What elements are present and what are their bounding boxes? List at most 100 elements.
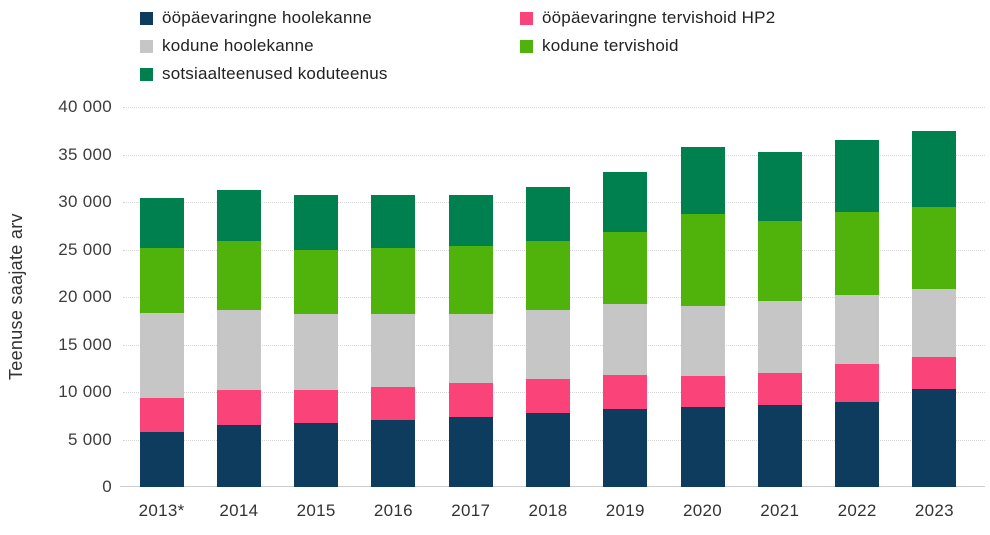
legend-item-oopaevaringne-hoolekanne: ööpäevaringne hoolekanne	[140, 7, 520, 29]
bar-segment	[680, 214, 725, 306]
bar-segment	[526, 412, 570, 487]
bar-2014	[216, 189, 261, 487]
bar-segment	[139, 313, 184, 398]
bar-segment	[371, 419, 416, 487]
bar-segment	[757, 373, 802, 406]
bar-segment	[448, 245, 493, 315]
legend-swatch-gray	[140, 39, 153, 53]
bar-segment	[912, 130, 957, 207]
legend-label: sotsiaalteenused koduteenus	[162, 64, 388, 83]
bar-segment	[603, 232, 648, 304]
bar-segment	[294, 390, 339, 424]
bar-2013	[139, 198, 184, 487]
bar-segment	[603, 303, 648, 375]
bar-segment	[448, 416, 493, 487]
y-tick-label: 40 000	[58, 97, 112, 116]
legend-item-kodune-tervishoid: kodune tervishoid	[520, 35, 775, 57]
x-tick-label: 2017	[451, 501, 491, 520]
bar-segment	[603, 171, 648, 233]
x-tick-label: 2022	[837, 501, 877, 520]
bar-2015	[294, 195, 339, 487]
bar-2016	[371, 195, 416, 487]
bar-segment	[680, 146, 725, 215]
bar-segment	[603, 409, 648, 487]
y-tick-label: 0	[102, 477, 112, 496]
bar-segment	[757, 405, 802, 487]
legend-swatch-pink	[520, 11, 533, 25]
legend-label: ööpäevaringne hoolekanne	[162, 8, 372, 27]
bar-segment	[139, 431, 184, 487]
bar-segment	[526, 310, 570, 379]
y-tick-label: 5 000	[67, 429, 112, 449]
gridline-35000	[123, 154, 985, 156]
bar-segment	[448, 195, 493, 246]
bar-segment	[294, 314, 339, 391]
bar-2020	[680, 146, 725, 487]
bar-segment	[371, 387, 416, 420]
bar-2018	[526, 186, 570, 487]
bar-2017	[448, 195, 493, 487]
legend-item-sotsiaalteenused-koduteenus: sotsiaalteenused koduteenus	[140, 63, 520, 85]
x-tick-label: 2021	[760, 501, 800, 520]
bar-segment	[835, 295, 880, 364]
bar-segment	[216, 240, 261, 311]
bar-segment	[912, 356, 957, 390]
bar-segment	[448, 382, 493, 417]
chart-legend: ööpäevaringne hoolekanne ööpäevaringne t…	[140, 7, 775, 85]
bar-segment	[835, 401, 880, 487]
bar-segment	[294, 423, 339, 487]
bar-segment	[526, 378, 570, 413]
bar-2021	[757, 151, 802, 487]
bar-segment	[216, 310, 261, 391]
bar-segment	[139, 198, 184, 248]
legend-label: kodune hoolekanne	[162, 36, 314, 55]
legend-item-oopaevaringne-tervishoid-hp2: ööpäevaringne tervishoid HP2	[520, 7, 775, 29]
bar-segment	[912, 206, 957, 290]
bar-segment	[371, 247, 416, 315]
legend-item-kodune-hoolekanne: kodune hoolekanne	[140, 35, 520, 57]
bar-segment	[139, 247, 184, 314]
legend-swatch-green	[520, 39, 533, 53]
bar-segment	[835, 363, 880, 402]
bar-segment	[448, 314, 493, 383]
bar-segment	[757, 221, 802, 301]
bar-segment	[835, 212, 880, 296]
y-tick-label: 25 000	[58, 239, 112, 259]
bar-segment	[371, 195, 416, 248]
bar-segment	[139, 397, 184, 432]
y-tick-label: 35 000	[58, 144, 112, 164]
bar-segment	[294, 195, 339, 250]
bar-segment	[757, 300, 802, 374]
x-tick-label: 2020	[683, 501, 723, 520]
x-tick-label: 2013*	[138, 501, 185, 520]
y-tick-label: 30 000	[58, 192, 112, 211]
legend-label: kodune tervishoid	[542, 36, 679, 55]
x-tick-label: 2015	[296, 501, 336, 520]
y-tick-label: 20 000	[58, 287, 112, 306]
bar-segment	[912, 289, 957, 357]
plot-area	[120, 107, 985, 487]
bar-segment	[216, 425, 261, 487]
bar-2023	[912, 130, 957, 487]
bar-segment	[835, 140, 880, 213]
bar-segment	[603, 374, 648, 410]
bar-segment	[680, 375, 725, 408]
bar-segment	[216, 189, 261, 241]
y-tick-label: 10 000	[58, 382, 112, 401]
bar-segment	[912, 389, 957, 487]
legend-label: ööpäevaringne tervishoid HP2	[542, 8, 776, 27]
bar-2019	[603, 171, 648, 487]
bar-segment	[526, 186, 570, 241]
bar-segment	[680, 407, 725, 487]
bar-segment	[680, 305, 725, 376]
x-tick-label: 2019	[605, 501, 645, 520]
bar-segment	[526, 240, 570, 311]
legend-swatch-dark-green	[140, 67, 153, 81]
bar-segment	[371, 314, 416, 388]
x-tick-label: 2023	[914, 501, 954, 520]
y-tick-label: 15 000	[58, 334, 112, 354]
x-tick-label: 2018	[528, 501, 568, 520]
gridline-40000	[123, 107, 985, 108]
bar-segment	[216, 390, 261, 426]
